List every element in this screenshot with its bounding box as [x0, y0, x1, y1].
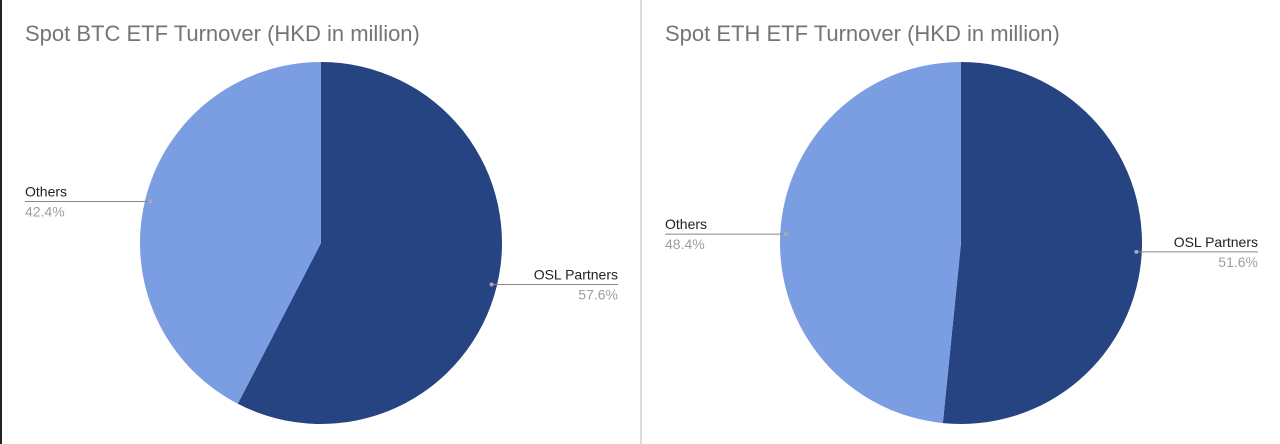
slice-label: OSL Partners [534, 267, 618, 283]
slice-value-label: 51.6% [1218, 254, 1258, 270]
leader-dot [783, 232, 788, 237]
pie-slice [942, 62, 1143, 425]
slice-value-label: 48.4% [665, 236, 705, 252]
slice-value-label: 57.6% [578, 287, 618, 303]
pie-slice [140, 62, 321, 404]
slice-label: OSL Partners [1174, 234, 1258, 250]
slice-value-label: 42.4% [25, 203, 65, 219]
slice-label: Others [25, 183, 67, 199]
left-edge [0, 0, 2, 444]
leader-dot [1134, 249, 1139, 254]
pie-slice [237, 62, 502, 424]
chart-title: Spot BTC ETF Turnover (HKD in million) [25, 21, 420, 46]
leader-dot [489, 282, 494, 287]
pie-slice [780, 62, 961, 424]
leader-dot [148, 199, 153, 204]
slice-label: Others [665, 216, 707, 232]
chart-title: Spot ETH ETF Turnover (HKD in million) [665, 21, 1060, 46]
